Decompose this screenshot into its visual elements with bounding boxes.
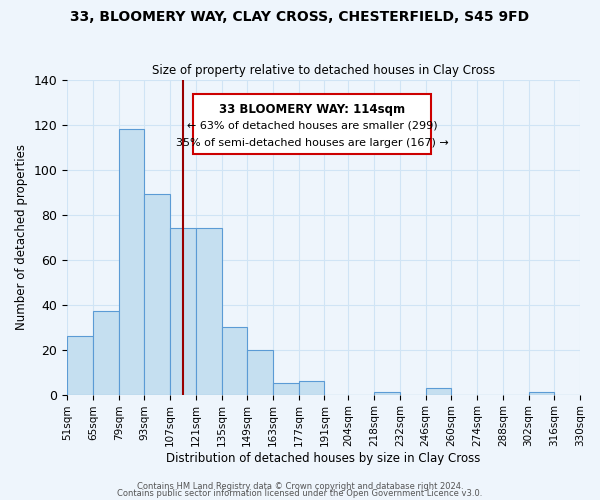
Bar: [273, 384, 299, 394]
Title: Size of property relative to detached houses in Clay Cross: Size of property relative to detached ho…: [152, 64, 495, 77]
Text: 33, BLOOMERY WAY, CLAY CROSS, CHESTERFIELD, S45 9FD: 33, BLOOMERY WAY, CLAY CROSS, CHESTERFIE…: [70, 10, 530, 24]
FancyBboxPatch shape: [193, 94, 431, 154]
Text: 35% of semi-detached houses are larger (167) →: 35% of semi-detached houses are larger (…: [176, 138, 448, 147]
Bar: [196, 228, 221, 394]
Bar: [170, 228, 196, 394]
Y-axis label: Number of detached properties: Number of detached properties: [15, 144, 28, 330]
Bar: [221, 327, 247, 394]
Bar: [67, 336, 93, 394]
Bar: [425, 388, 451, 394]
Text: 33 BLOOMERY WAY: 114sqm: 33 BLOOMERY WAY: 114sqm: [219, 102, 405, 116]
X-axis label: Distribution of detached houses by size in Clay Cross: Distribution of detached houses by size …: [166, 452, 481, 465]
Bar: [145, 194, 170, 394]
Bar: [93, 312, 119, 394]
Bar: [119, 129, 145, 394]
Bar: [374, 392, 400, 394]
Bar: [247, 350, 273, 395]
Text: Contains HM Land Registry data © Crown copyright and database right 2024.: Contains HM Land Registry data © Crown c…: [137, 482, 463, 491]
Text: ← 63% of detached houses are smaller (299): ← 63% of detached houses are smaller (29…: [187, 120, 437, 130]
Text: Contains public sector information licensed under the Open Government Licence v3: Contains public sector information licen…: [118, 489, 482, 498]
Bar: [299, 381, 325, 394]
Bar: [529, 392, 554, 394]
